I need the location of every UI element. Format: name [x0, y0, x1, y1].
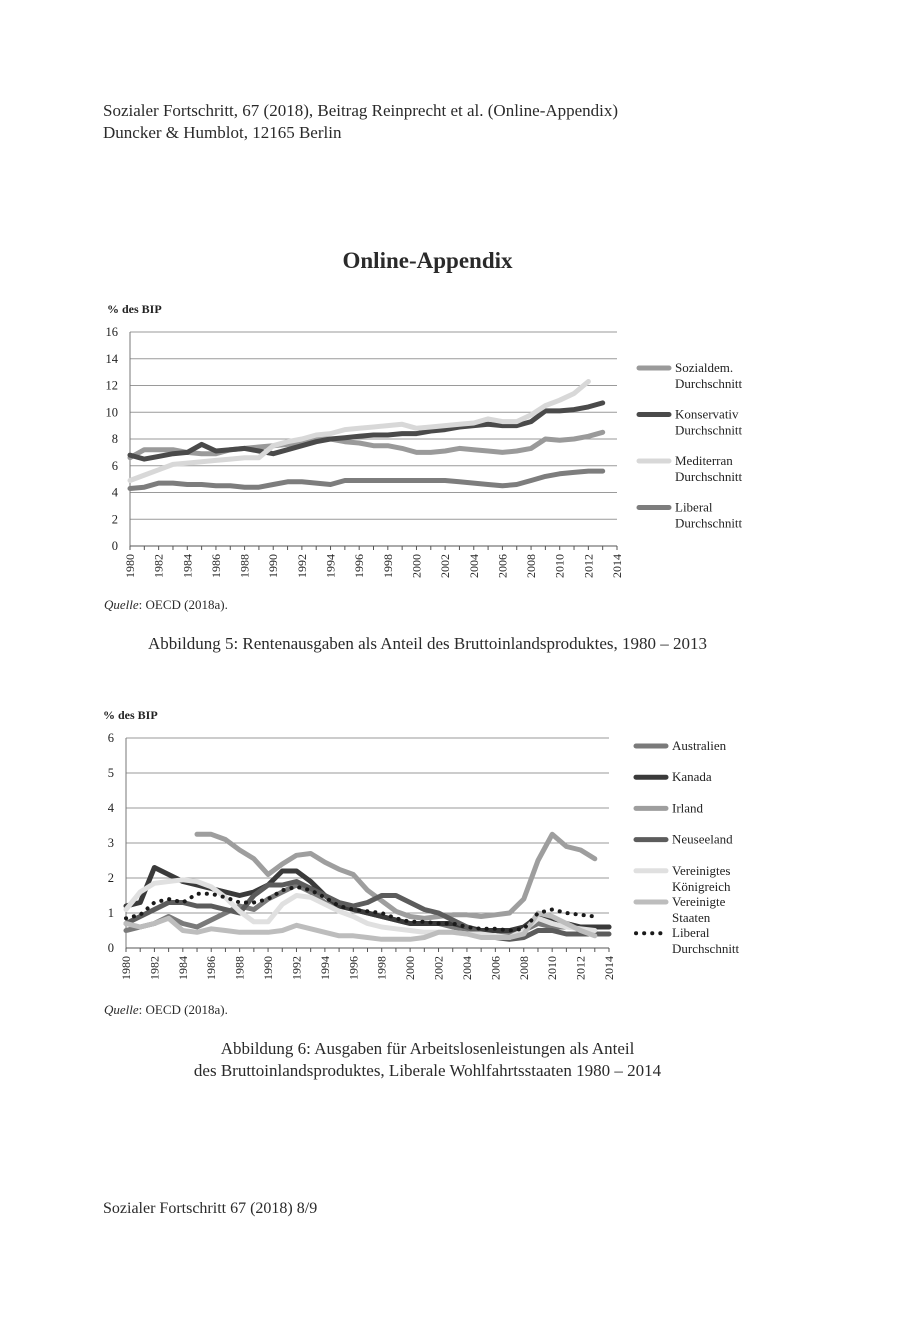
chart2-x-tick-label: 2008: [517, 956, 531, 980]
chart1-legend-label-sozialdem-durchschnitt: Durchschnitt: [675, 376, 743, 391]
page-header: Sozialer Fortschritt, 67 (2018), Beitrag…: [103, 100, 618, 144]
chart2-y-axis-label: % des BIP: [103, 708, 158, 722]
chart1-x-tick-label: 1982: [152, 554, 166, 578]
figure1-caption: Abbildung 5: Rentenausgaben als Anteil d…: [147, 634, 708, 653]
chart1-x-tick-label: 2006: [495, 554, 509, 578]
chart1-series-konservativ-durchschnitt: [127, 400, 606, 462]
figure2-caption: Abbildung 6: Ausgaben für Arbeitslosenle…: [0, 1038, 855, 1082]
chart2-y-tick-label: 5: [108, 766, 114, 780]
figure1-source-text: : OECD (2018a).: [138, 597, 228, 612]
chart2-y-tick-label: 1: [108, 906, 114, 920]
chart1-y-axis-label: % des BIP: [107, 302, 162, 316]
chart2-legend-label-vereinigte-staaten: Staaten: [672, 910, 711, 925]
chart2-x-tick-label: 2000: [403, 956, 417, 980]
chart2-x-tick-label: 2010: [545, 956, 559, 980]
header-line-2: Duncker & Humblot, 12165 Berlin: [103, 123, 342, 142]
figure2-caption-line-2: des Bruttoinlandsproduktes, Liberale Woh…: [193, 1061, 662, 1080]
chart1-x-tick-label: 1980: [123, 554, 137, 578]
chart2-x-tick-label: 1990: [261, 956, 275, 980]
chart2-x-tick-label: 2006: [488, 956, 502, 980]
figure2-source-label: Quelle: [104, 1002, 139, 1017]
chart2-x-tick-label: 1998: [375, 956, 389, 980]
chart1-y-tick-label: 16: [106, 325, 119, 339]
chart2-legend-label-vereinigtes-königreich: Vereinigtes: [672, 863, 730, 878]
chart2-legend-label-liberal-durchschnitt: Liberal: [672, 925, 710, 940]
chart1-legend-label-mediterran-durchschnitt: Mediterran: [675, 453, 733, 468]
chart2-x-tick-label: 1980: [119, 956, 133, 980]
chart2-legend-label-kanada: Kanada: [672, 769, 712, 784]
chart2-x-tick-label: 1986: [204, 956, 218, 980]
page-footer: Sozialer Fortschritt 67 (2018) 8/9: [103, 1200, 318, 1217]
chart2-legend-label-vereinigtes-königreich: Königreich: [672, 879, 731, 894]
chart1-x-tick-label: 2010: [553, 554, 567, 578]
chart2-series-irland: [194, 831, 598, 921]
chart1-series-liberal-durchschnitt: [127, 468, 606, 491]
chart1-x-tick-label: 2004: [467, 554, 481, 578]
figure2-caption-line-1: Abbildung 6: Ausgaben für Arbeitslosenle…: [220, 1039, 635, 1058]
unemployment-benefits-chart: % des BIP 0 1 2 3 4 5 6 1980 1982 1984 1986 1988 1990…: [103, 708, 740, 980]
chart2-y-tick-label: 2: [108, 871, 114, 885]
chart2-legend-label-irland: Irland: [672, 800, 704, 815]
chart2-series-neuseeland: [123, 879, 612, 942]
chart2-x-tick-label: 2002: [432, 956, 446, 980]
chart2-y-tick-label: 0: [108, 941, 114, 955]
figure2-source-text: : OECD (2018a).: [138, 1002, 228, 1017]
chart1-x-tick-label: 1984: [180, 554, 194, 578]
chart1-x-tick-label: 1998: [381, 554, 395, 578]
chart1-y-tick-label: 14: [106, 352, 119, 366]
figure1-source-label: Quelle: [104, 597, 139, 612]
chart1-legend-label-konservativ-durchschnitt: Durchschnitt: [675, 423, 743, 438]
header-line-1: Sozialer Fortschritt, 67 (2018), Beitrag…: [103, 101, 619, 120]
chart1-x-tick-label: 2012: [581, 554, 595, 578]
chart2-legend-label-liberal-durchschnitt: Durchschnitt: [672, 941, 740, 956]
pension-expenditure-chart: % des BIP 0 2 4 6 8 10 12 14 16 1980 1982 1984 1986 19…: [106, 302, 743, 578]
chart2-legend-label-australien: Australien: [672, 738, 727, 753]
chart1-y-tick-label: 8: [112, 432, 118, 446]
chart2-x-tick-label: 1996: [346, 956, 360, 980]
chart2-x-tick-label: 1984: [176, 956, 190, 980]
chart1-legend-label-sozialdem-durchschnitt: Sozialdem.: [675, 360, 733, 375]
chart1-series-mediterran-durchschnitt: [127, 379, 591, 483]
chart1-x-tick-label: 2002: [438, 554, 452, 578]
chart2-x-tick-label: 2004: [460, 956, 474, 980]
chart2-x-tick-label: 1992: [289, 956, 303, 980]
chart1-x-tick-label: 2008: [524, 554, 538, 578]
chart2-legend-label-neuseeland: Neuseeland: [672, 832, 733, 847]
chart1-legend-label-liberal-durchschnitt: Liberal: [675, 500, 713, 515]
chart2-x-tick-label: 2012: [574, 956, 588, 980]
chart1-x-tick-label: 1990: [266, 554, 280, 578]
chart1-x-tick-label: 2000: [409, 554, 423, 578]
chart1-legend-label-konservativ-durchschnitt: Konservativ: [675, 407, 739, 422]
chart2-series-vereinigte-staaten: [123, 910, 598, 942]
chart2-legend-label-vereinigte-staaten: Vereinigte: [672, 894, 726, 909]
chart1-legend-label-mediterran-durchschnitt: Durchschnitt: [675, 469, 743, 484]
chart1-y-tick-label: 10: [106, 405, 119, 419]
chart2-y-tick-label: 4: [108, 801, 115, 815]
chart2-y-tick-label: 6: [108, 731, 114, 745]
chart1-legend-label-liberal-durchschnitt: Durchschnitt: [675, 516, 743, 531]
chart2-x-tick-label: 1988: [233, 956, 247, 980]
chart1-y-tick-label: 12: [106, 379, 119, 393]
chart1-x-tick-label: 1988: [238, 554, 252, 578]
chart2-x-tick-label: 2014: [602, 956, 616, 980]
chart1-series-sozialdem-durchschnitt: [127, 429, 606, 461]
chart1-x-tick-label: 1994: [324, 554, 338, 578]
chart1-y-tick-label: 0: [112, 539, 118, 553]
chart1-x-tick-label: 2014: [610, 554, 624, 578]
chart2-y-tick-label: 3: [108, 836, 114, 850]
chart2-x-tick-label: 1994: [318, 956, 332, 980]
page-title: Online-Appendix: [342, 248, 513, 273]
chart1-y-tick-label: 2: [112, 512, 118, 526]
chart1-x-tick-label: 1992: [295, 554, 309, 578]
chart2-series-liberal-durchschnitt: [124, 884, 597, 933]
figure2-source: Quelle: OECD (2018a).: [104, 1002, 228, 1018]
chart1-y-tick-label: 6: [112, 459, 118, 473]
chart1-y-tick-label: 4: [112, 486, 119, 500]
chart2-x-tick-label: 1982: [147, 956, 161, 980]
chart1-x-tick-label: 1996: [352, 554, 366, 578]
chart1-x-tick-label: 1986: [209, 554, 223, 578]
figure1-source: Quelle: OECD (2018a).: [104, 597, 228, 613]
